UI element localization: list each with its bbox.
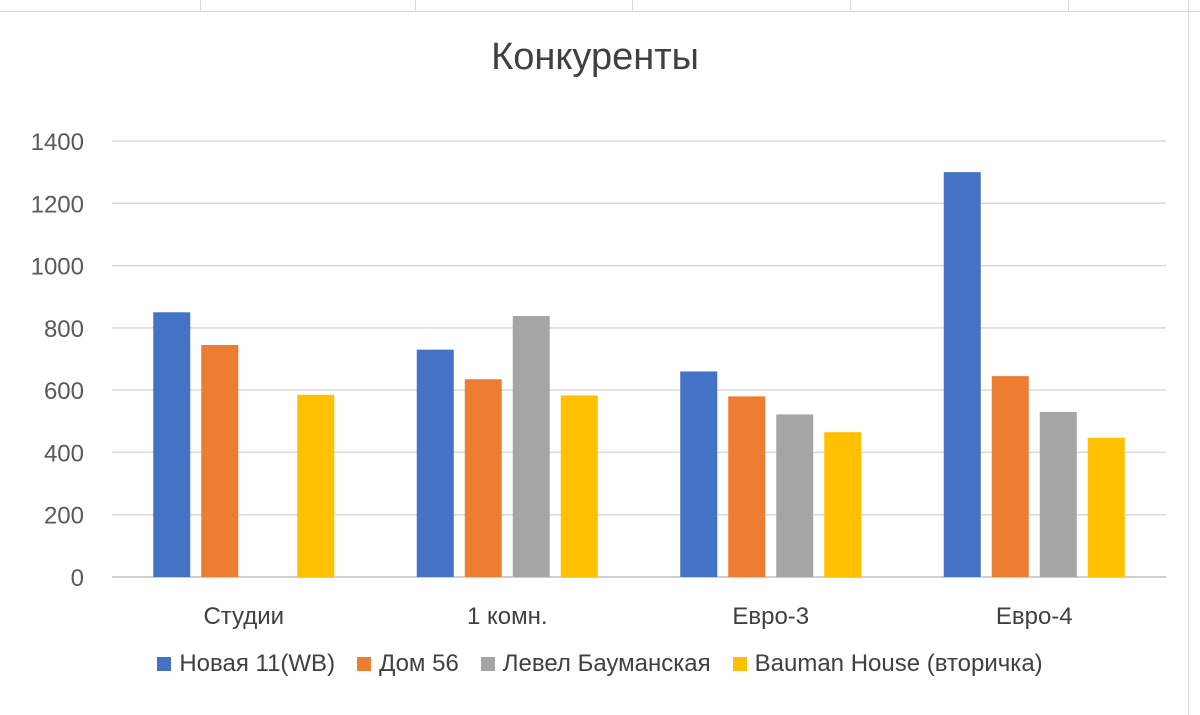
bar-1-4 (943, 172, 981, 577)
legend-label: Новая 11(WB) (179, 650, 336, 677)
legend-item: Дом 56 (357, 650, 459, 678)
cell-divider (1068, 0, 1069, 12)
legend-swatch (732, 657, 747, 671)
bar-2-2 (464, 379, 502, 577)
bar-1-3 (680, 371, 718, 577)
bar-3-4 (1039, 411, 1077, 577)
y-tick-label: 800 (44, 316, 84, 343)
y-tick-label: 0 (71, 565, 84, 592)
x-category-label: Евро-3 (732, 603, 809, 630)
x-category-label: Студии (203, 603, 284, 630)
y-tick-label: 200 (44, 503, 84, 530)
chart-title: Конкуренты (491, 36, 699, 78)
legend-swatch (157, 657, 172, 671)
bar-4-4 (1087, 437, 1125, 577)
legend-swatch (357, 657, 372, 671)
bar-2-4 (991, 376, 1029, 577)
legend-item: Левел Бауманская (480, 650, 711, 678)
bar-2-3 (728, 396, 766, 577)
bar-3-3 (776, 414, 814, 577)
legend-label: Левел Бауманская (502, 650, 711, 677)
bar-1-1 (153, 312, 191, 577)
spreadsheet-header-strip (0, 0, 1200, 12)
y-tick-label: 1000 (31, 254, 84, 281)
cell-divider (850, 0, 851, 12)
legend-item: Bauman House (вторичка) (732, 650, 1043, 678)
x-category-label: 1 комн. (467, 603, 548, 630)
x-category-label: Евро-4 (996, 603, 1073, 630)
y-tick-label: 600 (44, 378, 84, 405)
legend-item: Новая 11(WB) (157, 650, 335, 678)
chart-legend: Новая 11(WB) Дом 56 Левел Бауманская Bauman… (0, 650, 1200, 678)
bar-1-2 (416, 349, 454, 577)
legend-label: Дом 56 (379, 650, 459, 677)
spreadsheet-right-edge (1188, 0, 1200, 715)
cell-divider (200, 0, 201, 12)
bar-4-3 (824, 432, 862, 577)
legend-swatch (480, 657, 495, 671)
y-tick-label: 400 (44, 440, 84, 467)
cell-divider (415, 0, 416, 12)
bar-3-2 (512, 316, 550, 577)
legend-label: Bauman House (вторичка) (754, 650, 1043, 677)
bar-4-2 (560, 395, 598, 577)
bar-2-1 (201, 344, 239, 577)
bar-4-1 (297, 394, 335, 577)
cell-divider (632, 0, 633, 12)
y-tick-label: 1400 (31, 129, 84, 156)
y-tick-label: 1200 (31, 191, 84, 218)
